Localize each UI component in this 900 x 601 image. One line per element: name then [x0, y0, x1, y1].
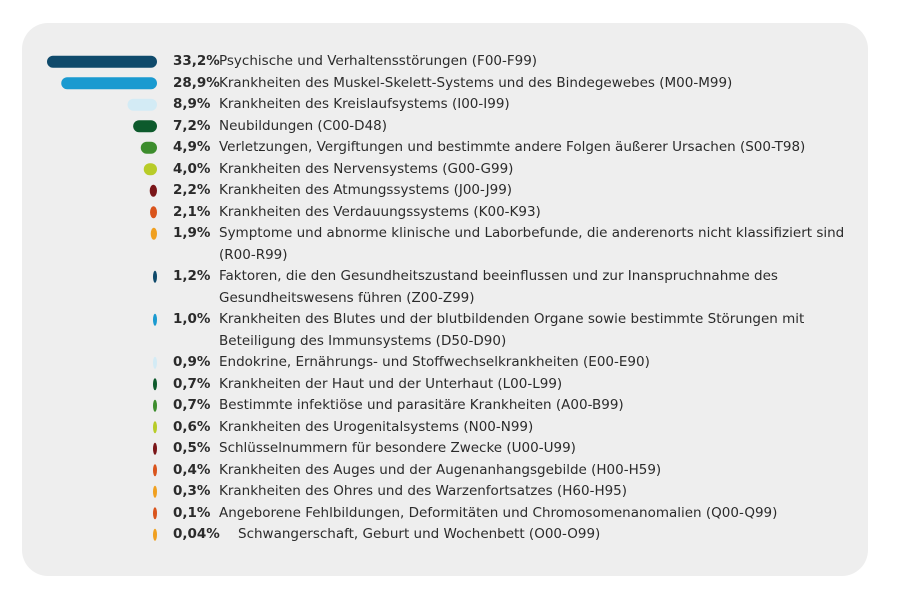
chart-row: 0,7% Krankheiten der Haut und der Unterha…: [0, 374, 900, 396]
chart-row: 0,04% Schwangerschaft, Geburt und Wochenb…: [0, 524, 900, 546]
category-label: Krankheiten des Verdauungssystems (K00-K…: [219, 203, 541, 220]
chart-panel: [22, 23, 868, 576]
category-label: Schwangerschaft, Geburt und Wochenbett (…: [238, 526, 601, 542]
value-label: 7,2%: [173, 117, 211, 134]
bar-10: [153, 270, 157, 283]
value-label: 0,7%: [173, 397, 211, 413]
bar-5: [140, 141, 157, 154]
bar-9: [150, 227, 157, 240]
chart-row: 7,2% Neubildungen (C00-D48): [0, 116, 900, 138]
chart-row: 0,6% Krankheiten des Urogenitalsystems (N…: [0, 417, 900, 439]
bar-2: [61, 77, 157, 90]
value-label: 8,9%: [173, 96, 211, 112]
value-label: 33,2%: [173, 53, 220, 69]
category-label: Krankheiten der Haut und der Unterhaut (…: [219, 375, 563, 392]
value-label: 2,1%: [173, 203, 211, 220]
bar-18: [153, 485, 157, 498]
chart-row: 33,2% Psychische und Verhaltensstörungen …: [0, 51, 900, 73]
bar-7: [149, 184, 157, 197]
category-label: Krankheiten des Auges und der Augenanhan…: [219, 461, 662, 478]
value-label: 0,4%: [173, 461, 211, 478]
value-label: 4,9%: [173, 139, 211, 155]
chart-row: 0,1% Angeborene Fehlbildungen, Deformität…: [0, 503, 900, 525]
category-label: Schlüsselnummern für besondere Zwecke (U…: [219, 440, 576, 456]
value-label: 0,9%: [173, 354, 211, 370]
category-label: Krankheiten des Nervensystems (G00-G99): [219, 160, 514, 177]
category-label: Krankheiten des Urogenitalsystems (N00-N…: [219, 418, 534, 435]
category-label: Neubildungen (C00-D48): [219, 117, 388, 134]
chart-row: 0,4% Krankheiten des Auges und der Augena…: [0, 460, 900, 482]
bar-17: [153, 464, 157, 477]
bar-8: [150, 206, 157, 219]
value-label: 0,5%: [173, 440, 211, 456]
value-label: 28,9%: [173, 74, 220, 91]
chart-row: 2,2% Krankheiten des Atmungssystems (J00-…: [0, 180, 900, 202]
value-label: 0,3%: [173, 483, 211, 499]
chart-row: 0,5% Schlüsselnummern für besondere Zweck…: [0, 438, 900, 460]
bar-16: [153, 442, 157, 455]
category-label: Psychische und Verhaltensstörungen (F00-…: [219, 53, 538, 69]
value-label: 0,7%: [173, 375, 211, 392]
category-label: Faktoren, die den Gesundheitszustand bee…: [219, 268, 778, 306]
value-label: 1,0%: [173, 311, 211, 327]
chart-row: 1,2% Faktoren, die den Gesundheitszustand…: [0, 266, 900, 309]
value-label: 0,6%: [173, 418, 211, 435]
bar-4: [133, 120, 157, 133]
chart-row: 0,7% Bestimmte infektiöse und parasitäre …: [0, 395, 900, 417]
bar-20: [153, 528, 157, 541]
category-label: Endokrine, Ernährungs- und Stoffwechselk…: [219, 354, 650, 370]
bar-3: [127, 98, 157, 111]
value-label: 0,04%: [173, 526, 220, 542]
value-label: 2,2%: [173, 182, 211, 198]
category-label: Krankheiten des Muskel-Skelett-Systems u…: [219, 74, 733, 91]
bar-12: [153, 356, 157, 369]
chart-row: 1,0% Krankheiten des Blutes und der blutb…: [0, 309, 900, 352]
category-label: Bestimmte infektiöse und parasitäre Kran…: [219, 397, 624, 413]
chart-row: 8,9% Krankheiten des Kreislaufsystems (I0…: [0, 94, 900, 116]
chart-row: 0,9% Endokrine, Ernährungs- und Stoffwech…: [0, 352, 900, 374]
bar-15: [153, 421, 157, 434]
chart-row: 4,9% Verletzungen, Vergiftungen und besti…: [0, 137, 900, 159]
category-label: Symptome und abnorme klinische und Labor…: [219, 225, 845, 263]
category-label: Angeborene Fehlbildungen, Deformitäten u…: [219, 504, 778, 521]
category-label: Krankheiten des Blutes und der blutbilde…: [219, 311, 805, 349]
bar-19: [153, 507, 157, 520]
chart-row: 1,9% Symptome und abnorme klinische und L…: [0, 223, 900, 266]
bar-13: [153, 378, 157, 391]
chart-row: 28,9% Krankheiten des Muskel-Skelett-Syst…: [0, 73, 900, 95]
category-label: Krankheiten des Atmungssystems (J00-J99): [219, 182, 513, 198]
chart-row: 2,1% Krankheiten des Verdauungssystems (K…: [0, 202, 900, 224]
bar-11: [153, 313, 157, 326]
category-label: Krankheiten des Ohres und des Warzenfort…: [219, 483, 628, 499]
category-label: Verletzungen, Vergiftungen und bestimmte…: [219, 139, 806, 155]
bar-1: [47, 55, 157, 68]
chart-row: 4,0% Krankheiten des Nervensystems (G00-G…: [0, 159, 900, 181]
value-label: 1,2%: [173, 268, 211, 284]
chart-row: 0,3% Krankheiten des Ohres und des Warzen…: [0, 481, 900, 503]
bar-6: [143, 163, 157, 176]
category-label: Krankheiten des Kreislaufsystems (I00-I9…: [219, 96, 510, 112]
value-label: 4,0%: [173, 160, 211, 177]
bar-14: [153, 399, 157, 412]
value-label: 1,9%: [173, 225, 211, 241]
value-label: 0,1%: [173, 504, 211, 521]
